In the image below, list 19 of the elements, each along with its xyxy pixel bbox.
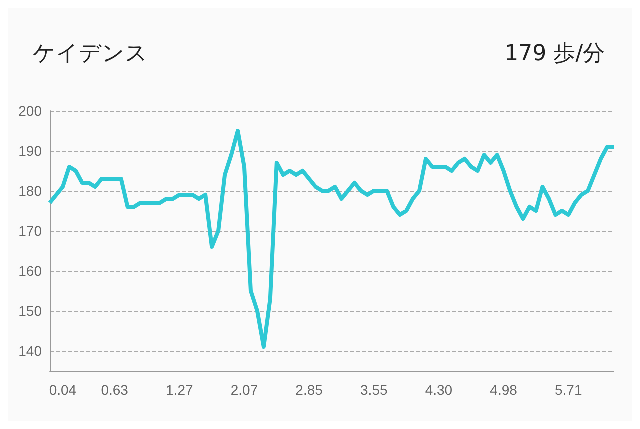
y-tick-label: 140 (18, 343, 42, 359)
y-tick-label: 160 (18, 263, 42, 279)
y-tick-label: 150 (18, 303, 42, 319)
chart-title: ケイデンス (33, 42, 148, 66)
x-tick-label: 0.63 (101, 382, 129, 398)
y-tick-label: 200 (18, 103, 42, 119)
x-tick-label: 3.55 (360, 382, 388, 398)
x-tick-label: 2.85 (296, 382, 324, 398)
x-tick-label: 1.27 (166, 382, 194, 398)
x-tick-label: 0.04 (49, 382, 77, 398)
chart-subtitle: 179 歩/分 (504, 42, 606, 66)
y-tick-label: 180 (18, 183, 42, 199)
x-tick-label: 4.98 (490, 382, 518, 398)
x-tick-label: 2.07 (230, 382, 258, 398)
x-tick-label: 4.30 (425, 382, 453, 398)
x-tick-label: 5.71 (554, 382, 582, 398)
y-tick-label: 190 (18, 143, 42, 159)
line-series (48, 129, 616, 349)
y-tick-label: 170 (18, 223, 42, 239)
